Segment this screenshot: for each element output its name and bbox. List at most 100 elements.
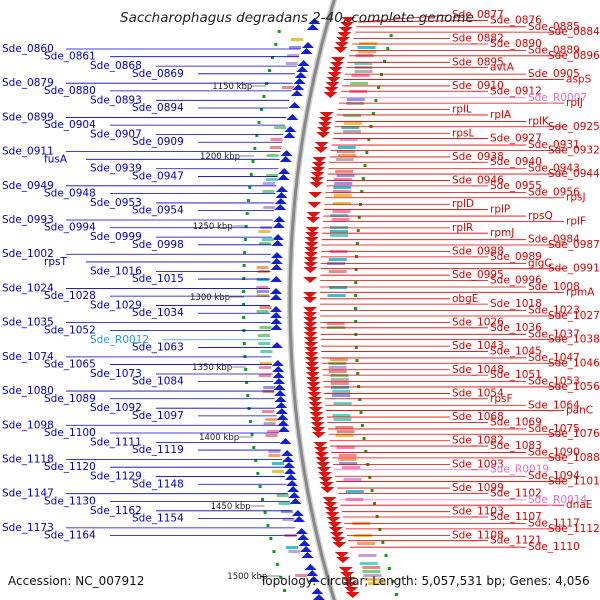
plus-strand-gene-mark bbox=[317, 122, 332, 128]
minus-strand-gene-mark bbox=[270, 324, 283, 330]
gene-label: Sde_0890 bbox=[490, 38, 542, 50]
plus-strand-gene-mark bbox=[316, 127, 331, 133]
feature-block bbox=[281, 86, 294, 89]
plus-strand-gene-mark bbox=[323, 92, 338, 98]
minus-strand-gene-mark bbox=[270, 312, 283, 318]
feature-block bbox=[333, 418, 352, 421]
gc-marker bbox=[242, 277, 246, 280]
plus-strand-gene-mark bbox=[327, 522, 342, 528]
gene-label: Sde_1075 bbox=[528, 423, 580, 435]
gc-marker bbox=[383, 60, 387, 63]
gc-marker bbox=[249, 173, 253, 176]
gene-label: Sde_1074 bbox=[2, 351, 54, 363]
gc-marker bbox=[243, 251, 247, 254]
gene-label: Sde_1082 bbox=[452, 435, 504, 447]
plus-strand-gene-mark bbox=[305, 232, 320, 238]
minus-strand-gene-mark bbox=[282, 456, 295, 462]
plus-strand-gene-mark bbox=[306, 377, 321, 383]
gene-label: Sde_0998 bbox=[132, 239, 184, 251]
gc-marker bbox=[356, 372, 360, 375]
plus-strand-gene-mark bbox=[328, 527, 343, 533]
gc-marker bbox=[359, 411, 363, 414]
plus-strand-gene-mark bbox=[311, 162, 326, 168]
plus-strand-gene-mark bbox=[311, 432, 326, 438]
minus-strand-gene-mark bbox=[284, 126, 297, 132]
gene-label: Sde_0996 bbox=[490, 274, 542, 286]
minus-strand-gene-mark bbox=[274, 390, 287, 396]
gc-marker bbox=[245, 212, 249, 215]
minus-strand-gene-mark bbox=[278, 168, 291, 174]
feature-block bbox=[258, 342, 271, 345]
plus-strand-gene-mark bbox=[337, 32, 352, 38]
gene-label: Sde_1164 bbox=[44, 530, 96, 542]
feature-block bbox=[331, 386, 350, 389]
minus-strand-gene-mark bbox=[308, 18, 321, 24]
gc-marker bbox=[355, 359, 359, 362]
plus-strand-gene-mark bbox=[303, 252, 318, 258]
kbp-marker-label: 1400 kbp bbox=[199, 433, 239, 443]
plus-strand-gene-mark bbox=[319, 112, 334, 118]
minus-strand-gene-mark bbox=[270, 258, 283, 264]
gc-marker bbox=[244, 368, 248, 371]
gc-marker bbox=[371, 112, 375, 115]
gene-label: Sde_1108 bbox=[452, 529, 504, 541]
feature-block bbox=[256, 278, 269, 281]
gene-label: Sde_1002 bbox=[2, 248, 54, 260]
feature-block bbox=[336, 430, 355, 433]
gc-marker bbox=[354, 268, 358, 271]
gc-marker bbox=[243, 238, 247, 241]
feature-block bbox=[362, 570, 381, 573]
feature-block bbox=[256, 266, 269, 269]
plus-strand-gene-mark bbox=[303, 257, 318, 263]
feature-block bbox=[330, 234, 349, 237]
feature-block bbox=[268, 454, 281, 457]
plus-strand-gene-mark bbox=[306, 387, 321, 393]
feature-block bbox=[329, 358, 348, 361]
minus-strand-gene-mark bbox=[287, 486, 300, 492]
plus-strand-gene-mark bbox=[340, 22, 355, 28]
gene-label: Sde_0882 bbox=[452, 33, 504, 45]
gene-label: Sde_0988 bbox=[452, 246, 504, 258]
gc-marker bbox=[378, 528, 382, 531]
minus-strand-gene-mark bbox=[301, 552, 314, 558]
gc-marker bbox=[282, 589, 286, 592]
minus-strand-gene-mark bbox=[289, 498, 302, 504]
minus-strand-gene-mark bbox=[276, 186, 289, 192]
feature-block bbox=[335, 434, 354, 437]
kbp-marker-label: 1250 kbp bbox=[193, 222, 233, 232]
plus-strand-gene-mark bbox=[311, 167, 326, 173]
feature-block bbox=[342, 466, 361, 469]
gene-label: Sde_1090 bbox=[528, 447, 580, 459]
gene-label: Sde_1111 bbox=[90, 436, 142, 448]
gene-label: Sde_0946 bbox=[452, 175, 504, 187]
plus-strand-gene-mark bbox=[329, 532, 344, 538]
plus-strand-gene-mark bbox=[307, 392, 322, 398]
gc-marker bbox=[274, 43, 278, 46]
minus-strand-gene-mark bbox=[272, 222, 285, 228]
minus-strand-gene-mark bbox=[270, 288, 283, 294]
plus-strand-gene-mark bbox=[310, 422, 325, 428]
gene-label: Sde_0869 bbox=[132, 68, 184, 80]
gene-label: Sde_1069 bbox=[490, 416, 542, 428]
minus-strand-gene-mark bbox=[281, 450, 294, 456]
genome-tracks bbox=[242, 0, 398, 600]
gene-label: Sde_1083 bbox=[490, 440, 542, 452]
feature-block bbox=[328, 270, 347, 273]
minus-strand-gene-mark bbox=[293, 78, 306, 84]
feature-block bbox=[335, 158, 354, 161]
gene-label: Sde_0894 bbox=[132, 102, 184, 114]
gene-label: Sde_0896 bbox=[548, 50, 600, 62]
gene-label: Sde_0925 bbox=[548, 121, 600, 133]
plus-strand-gene-mark bbox=[306, 382, 321, 388]
feature-block bbox=[258, 374, 271, 377]
gc-marker bbox=[277, 30, 281, 33]
gc-marker bbox=[255, 134, 259, 137]
minus-strand-gene-mark bbox=[283, 468, 296, 474]
minus-strand-gene-mark bbox=[296, 66, 309, 72]
gene-label: Sde_1092 bbox=[90, 402, 142, 414]
feature-block bbox=[263, 422, 276, 425]
feature-block bbox=[334, 182, 353, 185]
gene-label: Sde_0889 bbox=[528, 44, 580, 56]
minus-strand-gene-mark bbox=[280, 150, 293, 156]
